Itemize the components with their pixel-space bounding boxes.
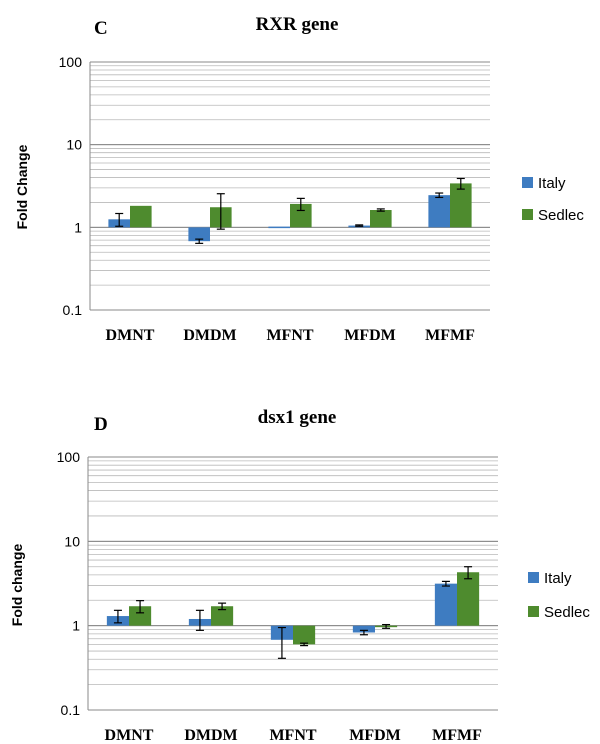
y-tick-label: 100 — [57, 449, 81, 465]
x-tick-label: MFMF — [425, 327, 475, 344]
chart-title: RXR gene — [256, 14, 339, 35]
bar-sedlec — [450, 183, 472, 228]
plot-area: 0.1 1 10 100 DMNT DMDM MFNT MFDM MFMF — [59, 54, 490, 344]
y-axis-label: Fold Change — [14, 144, 30, 229]
legend-swatch-italy — [528, 572, 539, 583]
bar-sedlec — [457, 572, 480, 626]
y-axis-label: Fold change — [9, 544, 25, 627]
y-tick-label: 1 — [74, 219, 82, 235]
panel-d: D dsx1 gene Fold change 0.1 1 10 100 DMNT DMD… — [9, 407, 590, 744]
bar-italy — [268, 226, 290, 229]
bar-italy — [352, 625, 375, 633]
x-tick-label: MFNT — [269, 727, 316, 744]
panel-c: C RXR gene Fold Change 0.1 1 10 100 DMNT DMDM… — [14, 14, 584, 344]
plot-area: 0.1 1 10 100 DMNT DMDM MFNT MFDM MFMF — [57, 449, 498, 744]
bar-italy — [428, 195, 450, 228]
x-tick-label: MFMF — [432, 727, 482, 744]
legend-swatch-sedlec — [528, 606, 539, 617]
bar-sedlec — [129, 606, 152, 626]
y-tick-label: 0.1 — [61, 702, 81, 718]
legend-swatch-sedlec — [522, 209, 533, 220]
y-tick-label: 1 — [72, 618, 80, 634]
legend-label-sedlec: Sedlec — [544, 604, 590, 621]
bar-sedlec — [211, 606, 234, 626]
y-tick-label: 10 — [66, 137, 82, 153]
panel-letter: D — [94, 414, 108, 435]
x-tick-label: MFDM — [349, 727, 401, 744]
bar-italy — [434, 583, 457, 626]
legend-label-italy: Italy — [544, 570, 572, 587]
bar-sedlec — [293, 625, 316, 645]
x-tick-label: MFNT — [266, 327, 313, 344]
bar-sedlec — [130, 205, 152, 228]
y-tick-label: 100 — [59, 54, 83, 70]
x-tick-label: DMNT — [106, 327, 155, 344]
legend-swatch-italy — [522, 177, 533, 188]
bar-italy — [188, 227, 210, 242]
legend: Italy Sedlec — [522, 175, 584, 224]
chart-title: dsx1 gene — [258, 407, 337, 428]
bar-sedlec — [290, 203, 312, 228]
y-tick-label: 10 — [64, 533, 80, 549]
legend-label-sedlec: Sedlec — [538, 207, 584, 224]
x-tick-label: DMDM — [184, 727, 237, 744]
legend-label-italy: Italy — [538, 175, 566, 192]
panel-letter: C — [94, 18, 108, 39]
x-tick-label: DMNT — [105, 727, 154, 744]
x-tick-label: MFDM — [344, 327, 396, 344]
y-tick-label: 0.1 — [63, 302, 83, 318]
legend: Italy Sedlec — [528, 570, 590, 621]
x-tick-label: DMDM — [183, 327, 236, 344]
bar-sedlec — [370, 210, 392, 228]
